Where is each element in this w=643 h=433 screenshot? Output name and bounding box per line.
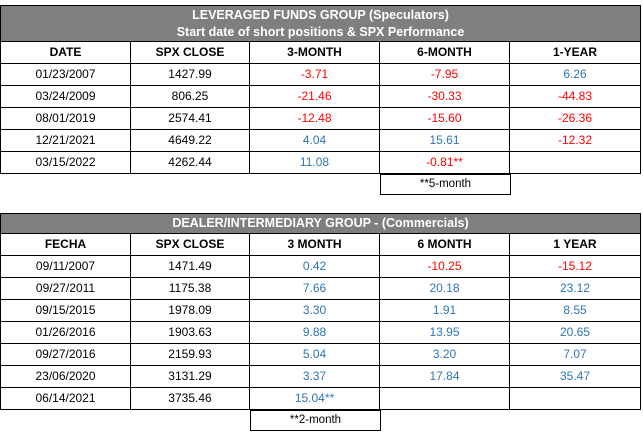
table-cell: 1471.49 (131, 256, 250, 278)
table-cell: 06/14/2021 (0, 388, 131, 410)
table-cell: 23.12 (510, 278, 641, 300)
column-header: 1 YEAR (510, 234, 641, 256)
column-header: SPX CLOSE (131, 234, 250, 256)
table-cell: -44.83 (510, 86, 641, 108)
column-header: 6 MONTH (380, 234, 510, 256)
table-cell: 3735.46 (131, 388, 250, 410)
table-cell: 4.04 (250, 130, 380, 152)
column-header: 3 MONTH (250, 234, 380, 256)
table-cell: 4649.22 (131, 130, 250, 152)
table1-title: LEVERAGED FUNDS GROUP (Speculators) (192, 8, 449, 22)
table-cell: 35.47 (510, 366, 641, 388)
table-cell: 1427.99 (131, 64, 250, 86)
table-cell: -12.32 (510, 130, 641, 152)
table-cell: 11.08 (250, 152, 380, 174)
table-cell: 12/21/2021 (0, 130, 131, 152)
table-cell: -12.48 (250, 108, 380, 130)
table-cell: 01/26/2016 (0, 322, 131, 344)
table-cell: 5.04 (250, 344, 380, 366)
table-cell (510, 388, 641, 410)
column-header: DATE (0, 42, 131, 64)
table-cell: 8.55 (510, 300, 641, 322)
table-cell: 6.26 (510, 64, 641, 86)
table-cell: 23/06/2020 (0, 366, 131, 388)
table-cell: 0.42 (250, 256, 380, 278)
table-cell: 09/15/2015 (0, 300, 131, 322)
table-cell: 13.95 (380, 322, 510, 344)
column-header: FECHA (0, 234, 131, 256)
table-cell (380, 388, 510, 410)
table-cell: 1175.38 (131, 278, 250, 300)
table-cell: 3131.29 (131, 366, 250, 388)
table-cell: 08/01/2019 (0, 108, 131, 130)
table-cell: -15.12 (510, 256, 641, 278)
table-cell: 20.65 (510, 322, 641, 344)
table2-footnote: **2-month (250, 410, 381, 431)
table-cell: 09/27/2011 (0, 278, 131, 300)
table-cell: 2574.41 (131, 108, 250, 130)
table-cell: 3.20 (380, 344, 510, 366)
table-cell: -30.33 (380, 86, 510, 108)
table-cell: 09/27/2016 (0, 344, 131, 366)
table-cell: 20.18 (380, 278, 510, 300)
table-cell: 15.04** (250, 388, 380, 410)
column-header: 1-YEAR (510, 42, 641, 64)
table-cell: 3.30 (250, 300, 380, 322)
table1-title-banner: LEVERAGED FUNDS GROUP (Speculators) Star… (0, 5, 641, 42)
table-cell: 9.88 (250, 322, 380, 344)
table-cell: 7.66 (250, 278, 380, 300)
column-header: SPX CLOSE (131, 42, 250, 64)
table1-footnote: **5-month (380, 174, 511, 195)
table-cell: -0.81** (380, 152, 510, 174)
table-cell: 15.61 (380, 130, 510, 152)
table-cell: 1.91 (380, 300, 510, 322)
table-cell: -15.60 (380, 108, 510, 130)
table-cell: 2159.93 (131, 344, 250, 366)
table-cell: 806.25 (131, 86, 250, 108)
table-cell: 3.37 (250, 366, 380, 388)
table-cell: 03/24/2009 (0, 86, 131, 108)
table-cell: -21.46 (250, 86, 380, 108)
table-cell: -26.36 (510, 108, 641, 130)
table-cell: -7.95 (380, 64, 510, 86)
table2-title-banner: DEALER/INTERMEDIARY GROUP - (Commercials… (0, 213, 641, 234)
table-cell: 09/11/2007 (0, 256, 131, 278)
table-cell: 17.84 (380, 366, 510, 388)
column-header: 6-MONTH (380, 42, 510, 64)
table-cell: -3.71 (250, 64, 380, 86)
table-cell (510, 152, 641, 174)
table-cell: -10.25 (380, 256, 510, 278)
table-cell: 01/23/2007 (0, 64, 131, 86)
table-cell: 1903.63 (131, 322, 250, 344)
table-cell: 4262.44 (131, 152, 250, 174)
table-cell: 1978.09 (131, 300, 250, 322)
table2-title: DEALER/INTERMEDIARY GROUP - (Commercials… (172, 216, 469, 230)
table-cell: 7.07 (510, 344, 641, 366)
table1-subtitle: Start date of short positions & SPX Perf… (176, 25, 465, 39)
table-cell: 03/15/2022 (0, 152, 131, 174)
column-header: 3-MONTH (250, 42, 380, 64)
